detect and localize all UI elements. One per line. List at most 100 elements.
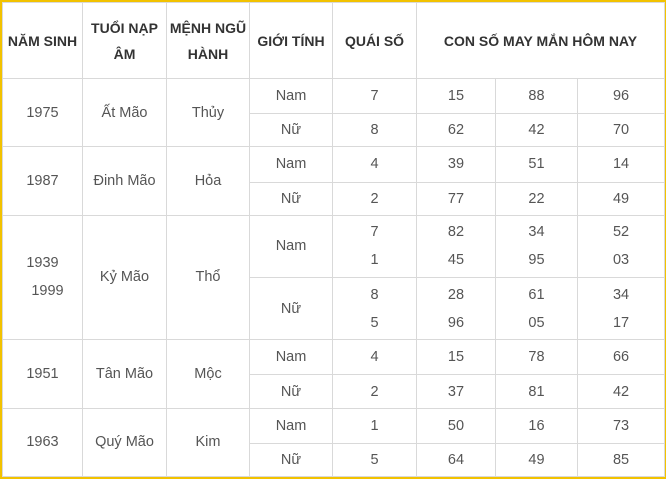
menh-cell: Kim xyxy=(166,407,250,478)
table-row: 1975 Ất Mão Thủy Nam 7 15 88 96 xyxy=(2,77,666,148)
table-row: 1963 Quý Mão Kim Nam 1 50 16 73 xyxy=(2,407,666,478)
header-menh-line1: MỆNH NGŨ xyxy=(169,19,247,36)
quai-cell: 2 xyxy=(332,374,417,409)
lucky-number-cell: 39 xyxy=(416,146,496,183)
quai-cell: 4 xyxy=(332,339,417,376)
lucky-number-cell: 96 xyxy=(576,77,666,115)
gender-cell: Nữ xyxy=(249,113,333,148)
tuoi-cell: Đinh Mão xyxy=(82,146,167,216)
lucky-number-cell: 78 xyxy=(495,339,578,376)
gender-cell: Nữ xyxy=(249,374,333,409)
lucky-number-cell: 14 xyxy=(576,146,666,183)
lucky-number-cell: 49 xyxy=(576,181,666,216)
gender-cell: Nữ xyxy=(249,442,333,478)
lucky-number: 34 xyxy=(528,224,545,241)
year-cell: 1939 1999 xyxy=(2,214,83,341)
lucky-number: 28 xyxy=(447,286,465,303)
lucky-number-cell: 81 xyxy=(495,374,578,409)
lucky-number-cell: 82 45 xyxy=(416,214,496,278)
year-value: 1999 xyxy=(31,283,64,300)
gender-cell: Nam xyxy=(249,339,333,376)
lucky-number: 52 xyxy=(612,224,630,241)
gender-cell: Nam xyxy=(249,77,333,115)
quai-cell: 2 xyxy=(332,181,417,216)
table-row: Nữ 5 64 49 85 xyxy=(3,442,666,478)
table-row: 1987 Đinh Mão Hỏa Nam 4 39 51 14 xyxy=(2,146,666,216)
header-quai-so: QUÁI SỐ xyxy=(332,2,417,79)
lucky-number: 96 xyxy=(447,314,465,331)
quai-cell: 8 xyxy=(332,113,417,148)
lucky-number-cell: 28 96 xyxy=(416,276,496,341)
quai-cell: 8 5 xyxy=(332,276,417,341)
lucky-number-cell: 16 xyxy=(495,407,578,444)
menh-cell: Thủy xyxy=(166,77,250,148)
gender-cell: Nam xyxy=(249,214,333,278)
quai-value: 1 xyxy=(370,252,379,269)
header-lucky-numbers: CON SỐ MAY MẮN HÔM NAY xyxy=(415,2,666,79)
tuoi-cell: Tân Mão xyxy=(82,339,167,409)
tuoi-cell: Kỷ Mão xyxy=(82,214,167,341)
header-menh-line2: HÀNH xyxy=(187,45,229,62)
lucky-number: 34 xyxy=(612,286,630,303)
lucky-number-cell: 85 xyxy=(576,442,666,478)
lucky-number-cell: 22 xyxy=(495,181,578,216)
year-cell: 1975 xyxy=(2,77,83,148)
year-value: 1987 xyxy=(26,172,59,189)
lucky-number-cell: 61 05 xyxy=(495,276,578,341)
lucky-number-cell: 77 xyxy=(416,181,496,216)
gender-cell: Nam xyxy=(249,146,333,183)
lucky-number-cell: 42 xyxy=(576,374,666,409)
tuoi-cell: Ất Mão xyxy=(82,77,167,148)
lucky-number-cell: 88 xyxy=(495,77,578,115)
gender-cell: Nam xyxy=(249,407,333,444)
lucky-number: 17 xyxy=(612,314,630,331)
lucky-number-cell: 42 xyxy=(495,113,578,148)
year-value: 1939 xyxy=(26,255,59,272)
lucky-number-cell: 64 xyxy=(416,442,496,478)
lucky-number: 61 xyxy=(528,286,545,303)
lucky-number-cell: 37 xyxy=(416,374,496,409)
lucky-number-cell: 62 xyxy=(416,113,496,148)
lucky-number-cell: 34 17 xyxy=(576,276,666,341)
menh-cell: Hỏa xyxy=(166,146,250,216)
tuoi-cell: Quý Mão xyxy=(82,407,167,478)
quai-cell: 1 xyxy=(332,407,417,444)
header-gender: GIỚI TÍNH xyxy=(249,2,333,79)
header-year: NĂM SINH xyxy=(2,2,83,79)
lucky-number-cell: 52 03 xyxy=(576,214,666,278)
header-tuoi-nap-am: TUỔI NẠP ÂM xyxy=(82,2,167,79)
year-cell: 1963 xyxy=(2,407,83,478)
quai-value: 8 xyxy=(370,286,379,303)
table-row: 1951 Tân Mão Mộc Nam 4 15 78 66 xyxy=(2,339,666,409)
lucky-number: 95 xyxy=(528,252,545,269)
lucky-number-cell: 73 xyxy=(576,407,666,444)
header-tuoi-line1: TUỔI NẠP xyxy=(91,19,158,36)
menh-cell: Thổ xyxy=(166,214,250,341)
quai-value: 7 xyxy=(370,224,379,241)
header-tuoi-line2: ÂM xyxy=(113,45,136,62)
lucky-number-cell: 66 xyxy=(576,339,666,376)
header-row: NĂM SINH TUỔI NẠP ÂM MỆNH NGŨ HÀNH GIỚI … xyxy=(2,2,666,79)
lucky-number: 82 xyxy=(447,224,465,241)
header-menh-ngu-hanh: MỆNH NGŨ HÀNH xyxy=(166,2,250,79)
lucky-number-cell: 51 xyxy=(495,146,578,183)
lucky-number-cell: 49 xyxy=(495,442,578,478)
table-row: Nữ 8 5 28 96 61 05 34 17 xyxy=(3,276,666,341)
year-value: 1963 xyxy=(26,434,59,451)
quai-cell: 4 xyxy=(332,146,417,183)
quai-value: 5 xyxy=(370,314,379,331)
year-cell: 1951 xyxy=(2,339,83,409)
lucky-number: 05 xyxy=(528,314,545,331)
lucky-number-cell: 34 95 xyxy=(495,214,578,278)
quai-cell: 7 1 xyxy=(332,214,417,278)
quai-cell: 5 xyxy=(332,442,417,478)
year-cell: 1987 xyxy=(2,146,83,216)
gender-cell: Nữ xyxy=(249,276,333,341)
lucky-number: 03 xyxy=(612,252,630,269)
lucky-number: 45 xyxy=(447,252,465,269)
lucky-number-cell: 70 xyxy=(576,113,666,148)
year-value: 1951 xyxy=(26,365,59,382)
quai-cell: 7 xyxy=(332,77,417,115)
table-row: 1939 1999 Kỷ Mão Thổ Nam 7 1 82 45 34 95… xyxy=(2,214,666,341)
